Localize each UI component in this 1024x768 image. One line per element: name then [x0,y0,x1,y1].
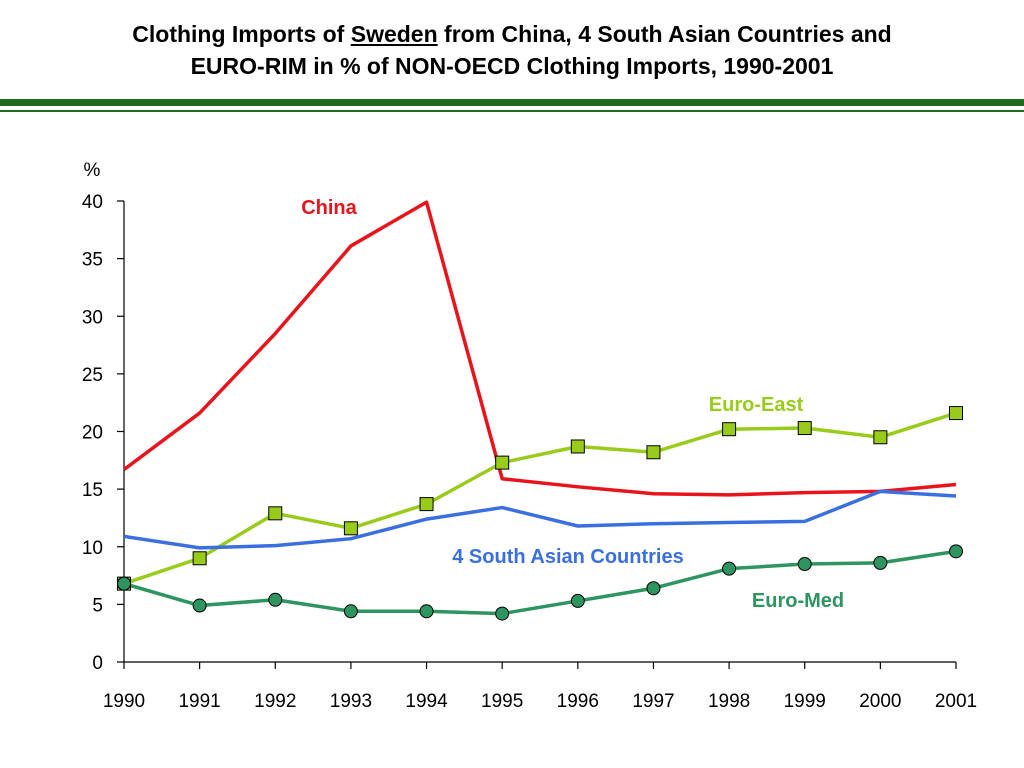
series-line-euro-east [123,411,957,586]
data-point-euro-med [873,555,888,570]
data-point-euro-med [495,606,510,621]
data-point-euro-med [117,576,131,591]
data-point-euro-east [570,439,585,454]
series-label-euro-med: Euro-Med [752,590,844,612]
y-tick-label: 30 [82,307,103,328]
x-tick-label: 1994 [405,691,448,712]
y-tick-label: 10 [82,538,103,559]
y-axis-label: % [84,160,101,181]
y-tick-label: 35 [82,250,103,271]
data-point-euro-med [268,592,283,607]
title-part-2: from China, 4 South Asian Countries and [437,21,892,47]
header-rule-thin [0,110,1024,112]
series-line-china [122,200,957,497]
axes: 0 5 10 15 20 25 30 35 40 1990 1991 1992 1993 1994 1995… [82,192,977,712]
title-country: Sweden [350,21,438,47]
x-tick-label: 1999 [784,691,826,712]
data-point-euro-east [949,406,963,421]
x-tick-label: 2000 [859,691,901,712]
title-line-2: EURO-RIM in % of NON-OECD Clothing Impor… [190,53,834,79]
data-point-euro-med [419,604,434,619]
y-tick-label: 25 [82,365,103,386]
data-point-euro-east [268,506,283,521]
y-tick-label: 15 [82,480,103,501]
x-tick-label: 1993 [330,691,372,712]
series-label-4-south-asian-countries: 4 South Asian Countries [452,546,684,568]
header-rule-thick [0,99,1024,106]
series-line-euro-med [123,549,957,616]
chart-title: Clothing Imports of Sweden from China, 4… [0,18,1024,82]
title-part-1: Clothing Imports of [132,21,351,47]
x-tick-label: 1997 [632,691,674,712]
series-markers [117,406,963,621]
series-label-china: China [301,197,357,219]
x-tick-label: 1991 [178,691,220,712]
y-tick-label: 0 [92,653,103,674]
y-tick-label: 40 [82,192,103,213]
title-line-1: Clothing Imports of Sweden from China, 4… [0,18,1024,50]
data-point-euro-east [873,430,888,445]
data-point-euro-med [192,598,207,613]
data-point-euro-med [646,581,661,596]
y-tick-label: 20 [82,423,103,444]
y-tick-label: 5 [92,595,103,616]
data-point-euro-med [343,604,358,619]
x-tick-label: 1996 [557,691,599,712]
series-labels: China Euro-East 4 South Asian Countries Eur… [301,197,844,612]
data-point-euro-east [722,422,737,437]
data-point-euro-east [646,445,661,460]
x-tick-label: 1995 [481,691,523,712]
series-lines [122,200,957,616]
series-label-euro-east: Euro-East [709,394,804,416]
x-tick-label: 2001 [935,691,977,712]
x-tick-label: 1990 [103,691,145,712]
data-point-euro-east [495,455,510,470]
data-point-euro-med [722,561,737,576]
x-tick-label: 1998 [708,691,750,712]
data-point-euro-east [192,551,207,566]
data-point-euro-east [343,521,358,536]
data-point-euro-east [419,497,434,512]
data-point-euro-med [570,593,585,608]
data-point-euro-med [797,557,812,572]
data-point-euro-east [797,421,812,436]
x-tick-label: 1992 [254,691,296,712]
series-line-4-south-asian-countries [123,489,957,550]
data-point-euro-med [949,544,963,559]
